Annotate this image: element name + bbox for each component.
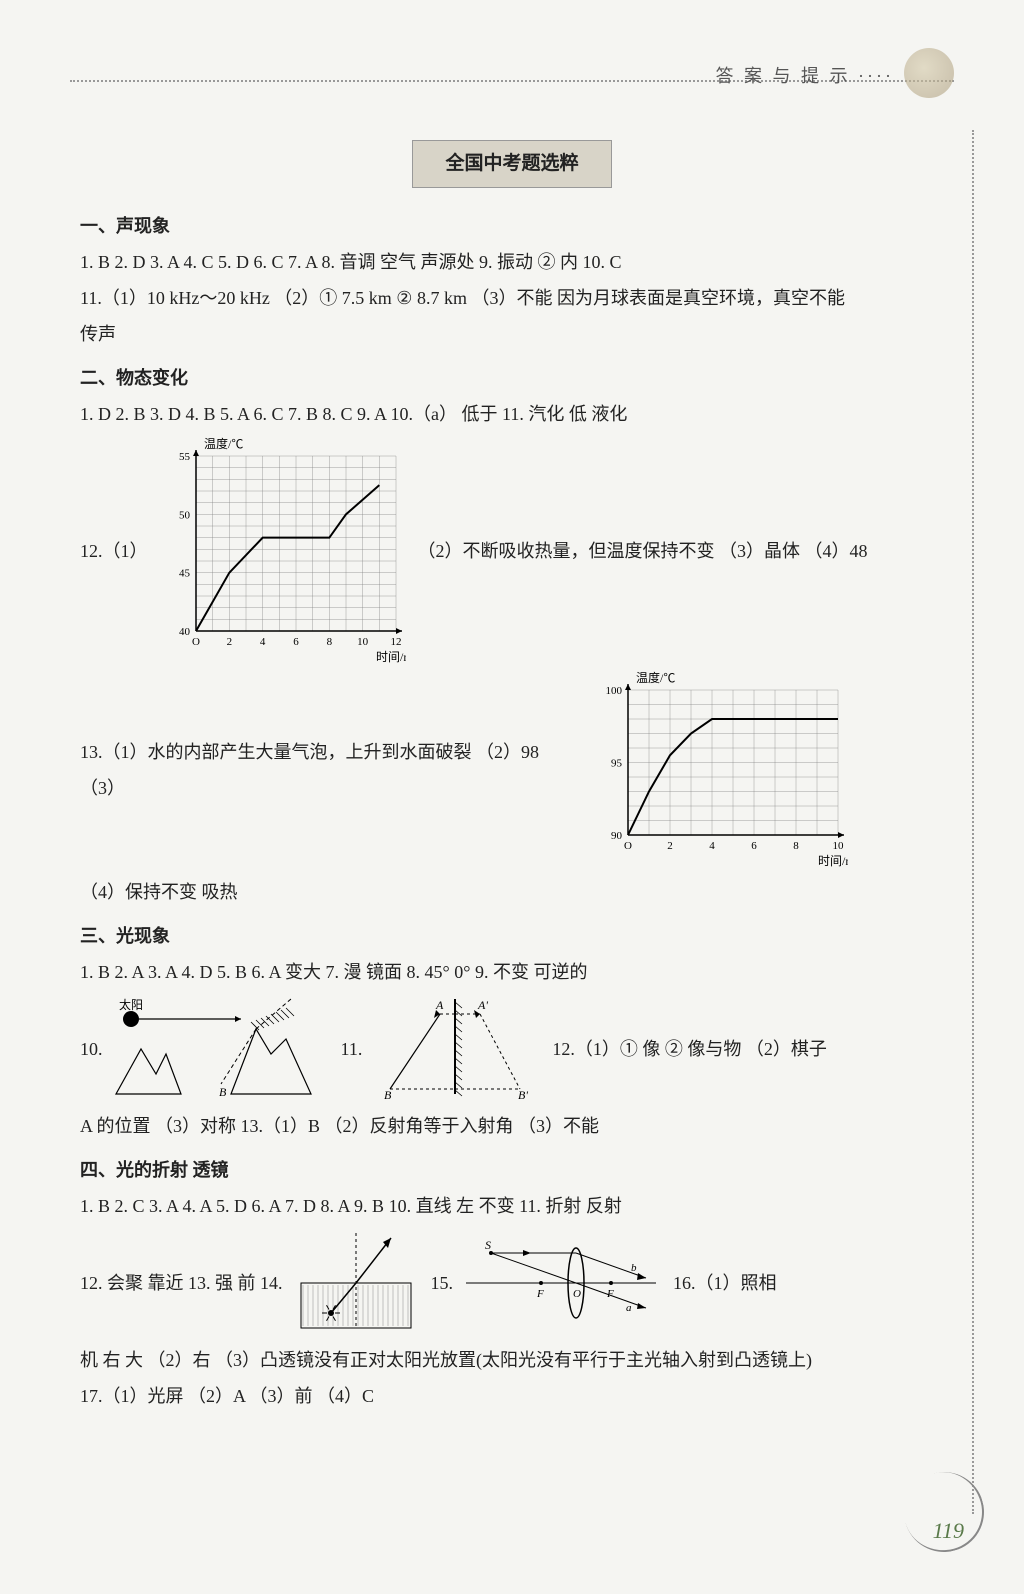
svg-text:O: O bbox=[624, 840, 632, 852]
svg-text:10: 10 bbox=[833, 840, 845, 852]
q12-row: 12.（1） O 2 4 6 8 10 12 40 45 50 55 时间/min 温度/℃ （2）不断… bbox=[80, 436, 944, 666]
svg-text:50: 50 bbox=[179, 509, 191, 521]
chart-2: O 2 4 6 8 10 90 95 100 时间/min 温度/℃ bbox=[588, 670, 848, 870]
svg-text:A: A bbox=[435, 998, 444, 1012]
sec4-diagram-row: 12. 会聚 靠近 13. 强 前 14. 15. OFFSba 16.（1）照… bbox=[80, 1228, 944, 1338]
svg-text:温度/℃: 温度/℃ bbox=[204, 436, 243, 451]
svg-text:6: 6 bbox=[293, 636, 299, 648]
content: 全国中考题选粹 一、声现象 1. B 2. D 3. A 4. C 5. D 6… bbox=[80, 140, 944, 1414]
svg-text:温度/℃: 温度/℃ bbox=[636, 670, 675, 685]
svg-text:95: 95 bbox=[611, 758, 623, 770]
svg-text:100: 100 bbox=[606, 685, 623, 697]
sec4-q16: 16.（1）照相 bbox=[673, 1265, 777, 1301]
sec1-line3: 传声 bbox=[80, 316, 944, 352]
svg-text:10: 10 bbox=[357, 636, 369, 648]
q13-label: 13.（1）水的内部产生大量气泡，上升到水面破裂 （2）98 （3） bbox=[80, 734, 560, 806]
svg-text:12: 12 bbox=[390, 636, 401, 648]
svg-text:2: 2 bbox=[667, 840, 673, 852]
svg-text:4: 4 bbox=[259, 636, 265, 648]
q10-label: 10. bbox=[80, 1031, 103, 1067]
svg-text:时间/min: 时间/min bbox=[376, 650, 406, 664]
sec4-line3: 17.（1）光屏 （2）A （3）前 （4）C bbox=[80, 1378, 944, 1414]
section-2-head: 二、物态变化 bbox=[80, 360, 944, 396]
diagram-10: 太阳 B bbox=[111, 994, 331, 1104]
q12-after: （2）不断吸收热量，但温度保持不变 （3）晶体 （4）48 bbox=[418, 533, 868, 569]
svg-text:8: 8 bbox=[793, 840, 799, 852]
sec1-line1: 1. B 2. D 3. A 4. C 5. D 6. C 7. A 8. 音调… bbox=[80, 244, 944, 280]
svg-text:时间/min: 时间/min bbox=[818, 854, 848, 868]
svg-text:6: 6 bbox=[751, 840, 757, 852]
svg-text:O: O bbox=[573, 1288, 581, 1300]
svg-text:S: S bbox=[485, 1238, 491, 1252]
q13-line2: （4）保持不变 吸热 bbox=[80, 874, 944, 910]
svg-text:2: 2 bbox=[226, 636, 232, 648]
q12-label: 12.（1） bbox=[80, 533, 148, 569]
sec2-line1: 1. D 2. B 3. D 4. B 5. A 6. C 7. B 8. C … bbox=[80, 396, 944, 432]
header-tag: 答 案 与 提 示 ···· bbox=[716, 62, 894, 88]
chart-1: O 2 4 6 8 10 12 40 45 50 55 时间/min 温度/℃ bbox=[156, 436, 406, 666]
q11-label: 11. bbox=[341, 1031, 363, 1067]
sec4-q12: 12. 会聚 靠近 13. 强 前 14. bbox=[80, 1265, 283, 1301]
section-1-head: 一、声现象 bbox=[80, 208, 944, 244]
diagram-15: OFFSba bbox=[461, 1233, 661, 1333]
q13-row: 13.（1）水的内部产生大量气泡，上升到水面破裂 （2）98 （3） O 2 4 6 8… bbox=[80, 670, 944, 870]
sec4-line2: 机 右 大 （2）右 （3）凸透镜没有正对太阳光放置(太阳光没有平行于主光轴入射… bbox=[80, 1342, 944, 1378]
svg-text:b: b bbox=[631, 1262, 637, 1274]
svg-text:O: O bbox=[192, 636, 200, 648]
svg-text:40: 40 bbox=[179, 626, 191, 638]
sec4-line1: 1. B 2. C 3. A 4. A 5. D 6. A 7. D 8. A … bbox=[80, 1188, 944, 1224]
right-border bbox=[972, 130, 974, 1514]
svg-text:8: 8 bbox=[326, 636, 332, 648]
section-3-head: 三、光现象 bbox=[80, 918, 944, 954]
svg-text:B: B bbox=[384, 1088, 392, 1102]
svg-text:太阳: 太阳 bbox=[119, 997, 143, 1012]
svg-text:F: F bbox=[536, 1288, 544, 1300]
svg-text:4: 4 bbox=[709, 840, 715, 852]
svg-text:B': B' bbox=[518, 1088, 528, 1102]
page: 答 案 与 提 示 ···· 全国中考题选粹 一、声现象 1. B 2. D 3… bbox=[0, 0, 1024, 1594]
page-number: 119 bbox=[933, 1518, 964, 1544]
svg-text:55: 55 bbox=[179, 451, 191, 463]
sec3-diagram-row: 10. 太阳 B 11. A A' B B' 12.（1）① 像 ② 像与物 （2）棋子 bbox=[80, 994, 944, 1104]
svg-text:A': A' bbox=[477, 998, 488, 1012]
sec1-line2: 11.（1）10 kHz～20 kHz （2）① 7.5 km ② 8.7 km… bbox=[80, 280, 944, 316]
page-arc bbox=[895, 1463, 993, 1561]
svg-text:a: a bbox=[626, 1302, 632, 1314]
section-4-head: 四、光的折射 透镜 bbox=[80, 1152, 944, 1188]
sec3-line2: A 的位置 （3）对称 13.（1）B （2）反射角等于入射角 （3）不能 bbox=[80, 1108, 944, 1144]
mascot-icon bbox=[904, 48, 954, 98]
svg-text:B: B bbox=[219, 1085, 227, 1099]
diagram-11: A A' B B' bbox=[370, 994, 540, 1104]
sec4-q15: 15. bbox=[431, 1265, 454, 1301]
page-title: 全国中考题选粹 bbox=[412, 140, 612, 188]
diagram-14 bbox=[291, 1228, 421, 1338]
sec3-line1: 1. B 2. A 3. A 4. D 5. B 6. A 变大 7. 漫 镜面… bbox=[80, 954, 944, 990]
svg-text:90: 90 bbox=[611, 830, 623, 842]
sec3-q12: 12.（1）① 像 ② 像与物 （2）棋子 bbox=[552, 1031, 827, 1067]
svg-text:45: 45 bbox=[179, 568, 191, 580]
